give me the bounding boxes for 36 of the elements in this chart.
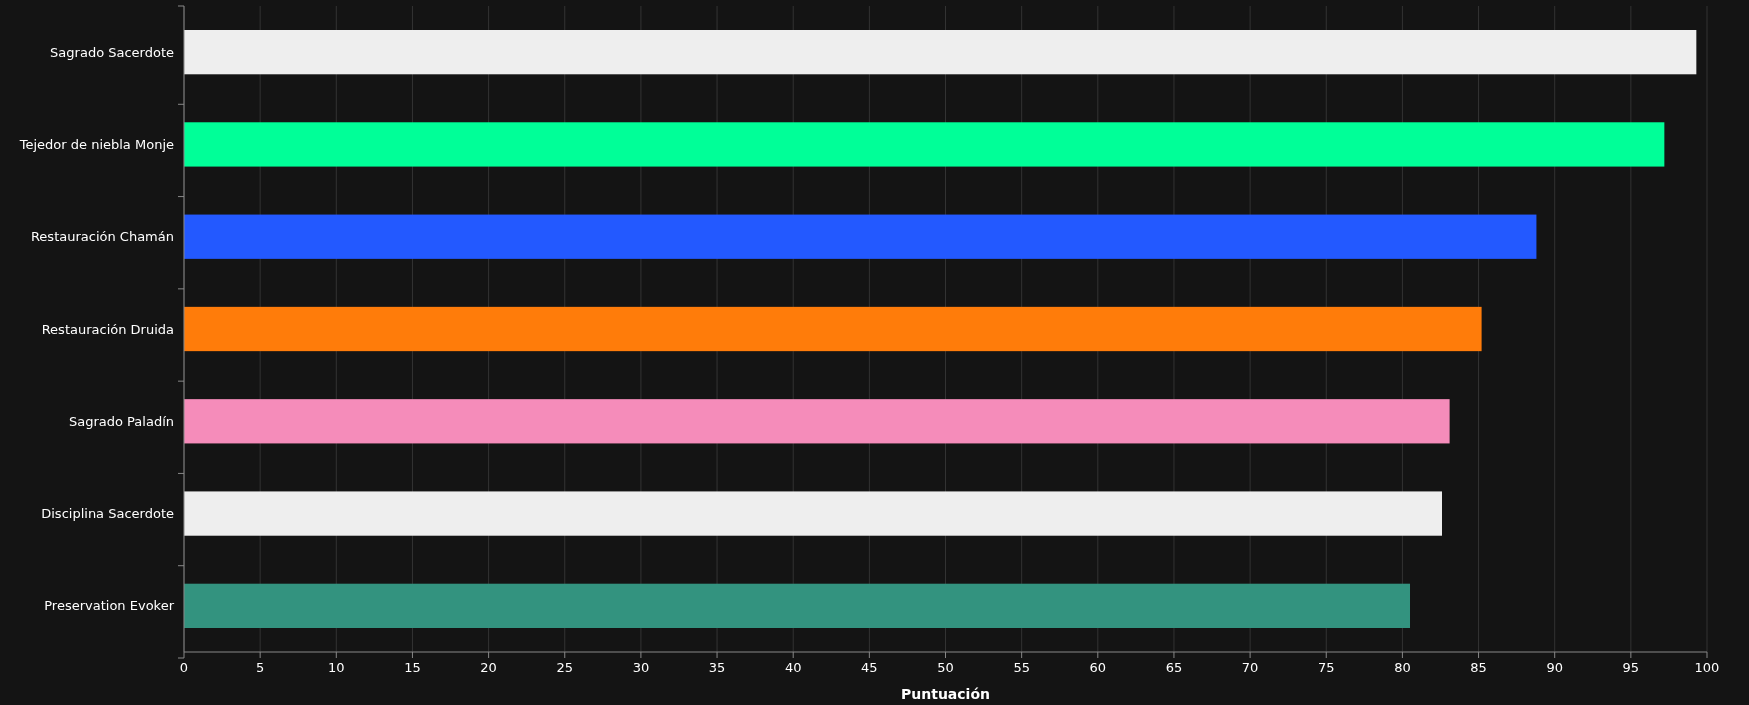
bar [184, 29, 1697, 75]
x-tick-label: 0 [179, 660, 189, 675]
x-tick-label: 75 [1317, 660, 1335, 675]
x-tick-label: 65 [1165, 660, 1183, 675]
x-tick-label: 10 [328, 660, 345, 675]
x-tick-label: 60 [1089, 660, 1107, 675]
bar [184, 214, 1537, 259]
y-tick-label: Tejedor de niebla Monje [18, 136, 174, 152]
y-tick-label: Sagrado Sacerdote [50, 44, 174, 60]
x-tick-label: 45 [861, 660, 878, 675]
bar [184, 122, 1665, 167]
bar [184, 306, 1482, 352]
x-tick-label: 80 [1394, 660, 1411, 675]
x-tick-label: 90 [1546, 660, 1563, 675]
x-tick-label: 85 [1470, 660, 1487, 675]
x-axis-title: Puntuación [901, 686, 990, 702]
x-tick-label: 70 [1241, 660, 1259, 675]
y-tick-label: Preservation Evoker [44, 598, 175, 614]
x-tick-label: 40 [784, 660, 802, 675]
x-tick-label: 55 [1013, 660, 1030, 675]
y-tick-label: Sagrado Paladín [68, 413, 174, 429]
y-tick-label: Restauración Chamán [30, 229, 174, 245]
y-tick-label: Restauración Druida [41, 321, 174, 337]
x-tick-label: 5 [256, 660, 265, 675]
x-tick-label: 50 [937, 660, 954, 675]
x-tick-label: 25 [556, 660, 574, 675]
x-tick-label: 35 [708, 660, 726, 675]
x-tick-label: 20 [480, 660, 497, 675]
x-tick-label: 15 [404, 660, 421, 675]
x-tick-label: 30 [632, 660, 650, 675]
bar [184, 491, 1442, 536]
y-tick-label: Disciplina Sacerdote [41, 506, 174, 522]
x-tick-label: 95 [1622, 660, 1640, 675]
bar [184, 399, 1450, 444]
bar [184, 583, 1411, 629]
x-tick-label: 100 [1694, 660, 1720, 675]
